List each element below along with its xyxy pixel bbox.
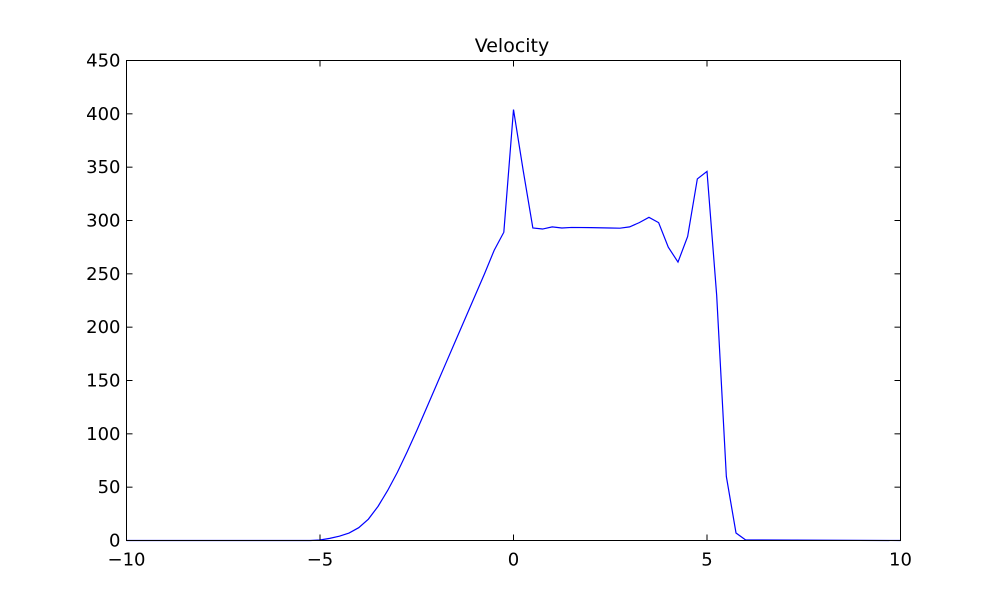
y-tick-label: 300	[86, 211, 120, 232]
x-tick-label: −10	[108, 550, 146, 571]
plot-frame	[126, 60, 901, 541]
y-tick-label: 250	[86, 264, 120, 285]
y-tick-label: 0	[109, 531, 120, 552]
y-tick-label: 150	[86, 371, 120, 392]
y-tick-label: 50	[98, 477, 121, 498]
chart-title: Velocity	[475, 35, 550, 57]
y-tick-label: 200	[86, 317, 120, 338]
x-tick-label: 0	[508, 550, 519, 571]
y-tick-label: 400	[86, 104, 120, 125]
x-tick-label: −5	[307, 550, 334, 571]
y-tick-label: 450	[86, 51, 120, 72]
y-tick-label: 100	[86, 424, 120, 445]
y-tick-label: 350	[86, 157, 120, 178]
series-line-0	[126, 109, 901, 542]
x-tick-label: 5	[701, 550, 712, 571]
x-tick-label: 10	[889, 550, 912, 571]
series-layer	[126, 109, 901, 542]
